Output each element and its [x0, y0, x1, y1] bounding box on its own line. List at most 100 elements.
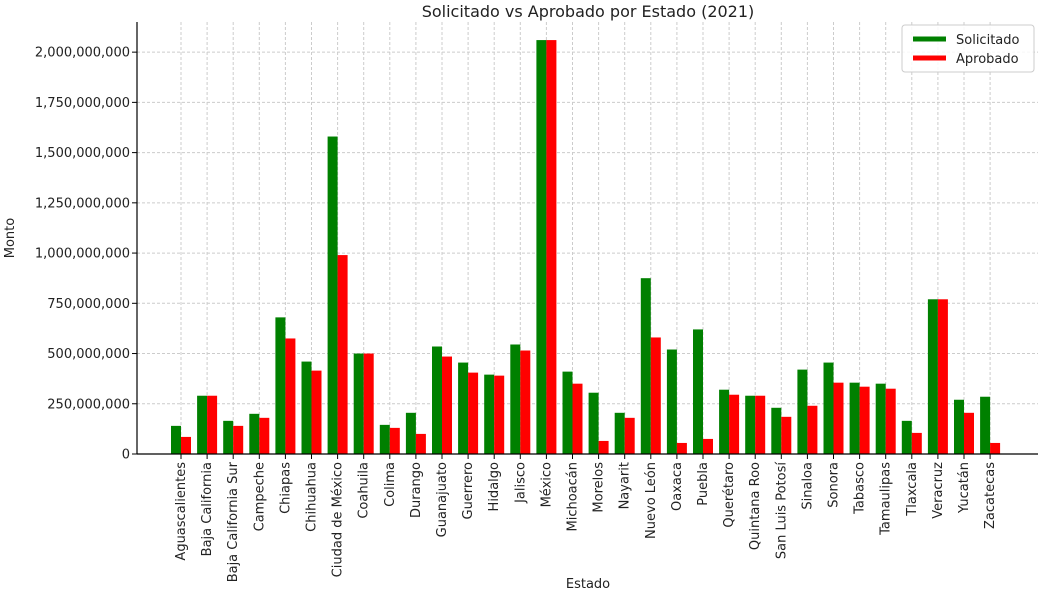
bar-aprobado	[703, 438, 713, 454]
y-tick-label: 1,250,000,000	[35, 196, 130, 211]
bar-solicitado	[901, 420, 912, 454]
bar-solicitado	[797, 369, 808, 454]
bar-solicitado	[510, 344, 521, 454]
bar-solicitado	[719, 389, 730, 454]
bar-aprobado	[911, 432, 922, 454]
axes	[132, 22, 1038, 459]
bar-aprobado	[389, 427, 400, 454]
x-tick-label: Yucatán	[957, 462, 972, 514]
bar-solicitado	[745, 395, 756, 454]
bar-solicitado	[432, 346, 442, 454]
bar-aprobado	[650, 337, 661, 454]
bar-solicitado	[875, 383, 886, 454]
bar-solicitado	[197, 395, 208, 454]
bar-solicitado	[823, 362, 834, 454]
y-tick-label: 1,750,000,000	[35, 96, 130, 111]
bar-solicitado	[927, 299, 938, 454]
x-tick-label: Guerrero	[461, 462, 476, 520]
bar-solicitado	[536, 40, 547, 455]
bar-solicitado	[301, 361, 312, 454]
y-tick-label: 500,000,000	[47, 347, 130, 362]
bar-solicitado	[379, 424, 390, 454]
y-tick-label: 2,000,000,000	[35, 46, 130, 61]
x-tick-label: Veracruz	[931, 462, 946, 519]
bar-aprobado	[729, 394, 740, 454]
bar-solicitado	[562, 371, 573, 454]
bar-solicitado	[849, 382, 860, 454]
x-tick-label: Jalisco	[513, 462, 528, 504]
bar-aprobado	[807, 405, 818, 454]
x-tick-label: Sonora	[827, 462, 842, 508]
legend-label-aprobado: Aprobado	[956, 52, 1019, 67]
bar-solicitado	[954, 399, 964, 454]
bar-aprobado	[285, 338, 296, 454]
x-tick-labels: Aguascalientes Baja California Baja Califo…	[174, 461, 998, 582]
bar-aprobado	[964, 412, 974, 454]
bar-solicitado	[614, 412, 625, 454]
x-tick-label: Morelos	[592, 462, 607, 513]
bar-aprobado	[337, 255, 348, 454]
bar-aprobado	[781, 416, 792, 454]
bar-aprobado	[546, 40, 557, 455]
bar-aprobado	[624, 417, 635, 454]
bar-aprobado	[833, 382, 844, 454]
x-tick-label: México	[539, 462, 554, 507]
bar-solicitado	[249, 413, 260, 454]
x-tick-label: Hidalgo	[487, 462, 502, 511]
y-axis-label: Monto	[3, 218, 18, 259]
bar-solicitado	[980, 396, 991, 454]
bar-solicitado	[327, 136, 338, 455]
x-tick-label: Baja California Sur	[226, 461, 241, 582]
bar-solicitado	[405, 412, 416, 454]
bar-aprobado	[494, 375, 505, 454]
bar-solicitado	[458, 362, 469, 454]
chart-title: Solicitado vs Aprobado por Estado (2021)	[422, 2, 755, 21]
x-tick-label: Nayarit	[618, 462, 633, 509]
y-tick-label: 1,000,000,000	[35, 247, 130, 262]
bar-aprobado	[442, 356, 452, 454]
x-tick-label: Aguascalientes	[174, 462, 189, 561]
bar-solicitado	[223, 420, 234, 454]
bar-aprobado	[363, 353, 374, 454]
legend: Solicitado Aprobado	[901, 24, 1035, 73]
x-tick-label: Guanajuato	[435, 462, 450, 537]
bar-aprobado	[415, 433, 426, 454]
bar-aprobado	[937, 299, 948, 454]
x-tick-label: Tabasco	[853, 462, 868, 515]
y-tick-label: 0	[122, 448, 130, 463]
x-axis-label: Estado	[566, 577, 610, 592]
bars-group	[171, 40, 1001, 455]
bar-aprobado	[859, 386, 870, 454]
y-tick-label: 750,000,000	[47, 297, 130, 312]
x-tick-label: Nuevo León	[644, 462, 659, 539]
x-tick-label: Chiapas	[278, 462, 293, 514]
x-tick-label: Campeche	[252, 462, 267, 531]
x-tick-label: Tamaulipas	[879, 462, 894, 536]
x-tick-label: Coahuila	[357, 462, 372, 519]
x-tick-label: Querétaro	[722, 462, 737, 528]
bar-aprobado	[233, 425, 244, 454]
y-tick-label: 250,000,000	[47, 397, 130, 412]
y-tick-labels: 0 250,000,000 500,000,000 750,000,000 1,000,…	[35, 46, 130, 463]
y-tick-label: 1,500,000,000	[35, 146, 130, 161]
bar-solicitado	[666, 349, 677, 454]
legend-label-solicitado: Solicitado	[956, 33, 1020, 48]
bar-solicitado	[484, 374, 495, 454]
x-tick-label: Ciudad de México	[331, 462, 346, 577]
bar-aprobado	[468, 372, 479, 454]
bar-solicitado	[353, 353, 364, 454]
bar-aprobado	[572, 383, 583, 454]
x-tick-label: San Luis Potosí	[774, 462, 789, 560]
bar-aprobado	[755, 395, 766, 454]
x-tick-label: Oaxaca	[670, 462, 685, 511]
bar-aprobado	[181, 436, 191, 454]
bar-solicitado	[640, 278, 651, 454]
bar-aprobado	[598, 440, 609, 454]
bar-solicitado	[275, 317, 286, 454]
bar-aprobado	[885, 388, 896, 454]
x-tick-label: Colima	[383, 462, 398, 507]
x-tick-label: Chihuahua	[305, 462, 320, 532]
x-tick-label: Sinaloa	[800, 462, 815, 510]
